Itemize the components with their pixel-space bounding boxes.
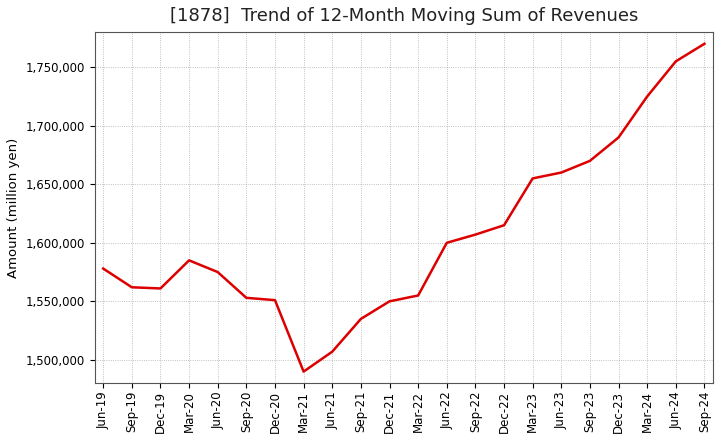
Title: [1878]  Trend of 12-Month Moving Sum of Revenues: [1878] Trend of 12-Month Moving Sum of R… [170,7,638,25]
Y-axis label: Amount (million yen): Amount (million yen) [7,138,20,278]
